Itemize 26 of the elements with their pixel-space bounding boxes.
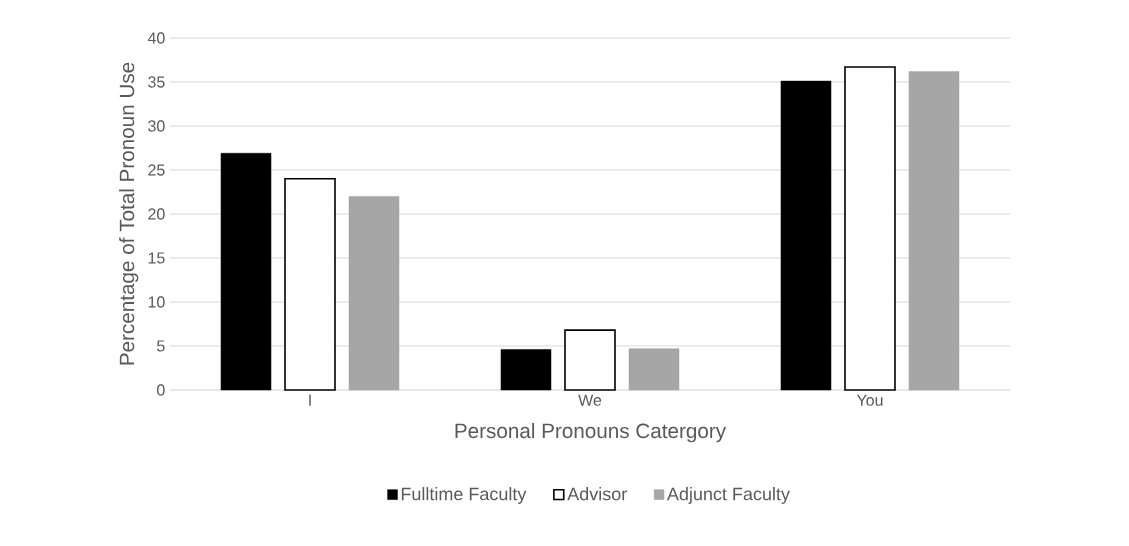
y-tick-label: 40 [147, 32, 165, 44]
bar [500, 349, 552, 391]
bar [780, 80, 832, 391]
legend-label: Advisor [567, 487, 627, 501]
bar [348, 196, 400, 391]
bar [844, 66, 896, 391]
y-tick-label: 5 [157, 340, 165, 352]
bar [284, 177, 336, 391]
y-tick-label: 25 [148, 164, 165, 176]
y-tick-label: 20 [148, 208, 165, 220]
x-tick-label: We [578, 394, 602, 406]
x-tick-label: I [309, 394, 311, 406]
bar [628, 348, 680, 391]
bar [220, 153, 272, 391]
x-axis-title: Personal Pronouns Catergory [455, 423, 727, 443]
y-tick-label: 15 [148, 252, 165, 264]
y-tick-label: 30 [148, 120, 165, 132]
legend-label: Fulltime Faculty [401, 487, 527, 504]
x-tick-label: You [856, 394, 883, 406]
bar [908, 71, 960, 391]
y-tick-label: 0 [157, 384, 165, 396]
bar [564, 329, 616, 391]
y-tick-label: 35 [148, 76, 165, 88]
legend-label: Adjunct Faculty [666, 487, 790, 504]
y-axis-title: Percentage of Total Pronoun Use [119, 62, 139, 365]
y-tick-label: 10 [148, 296, 165, 308]
